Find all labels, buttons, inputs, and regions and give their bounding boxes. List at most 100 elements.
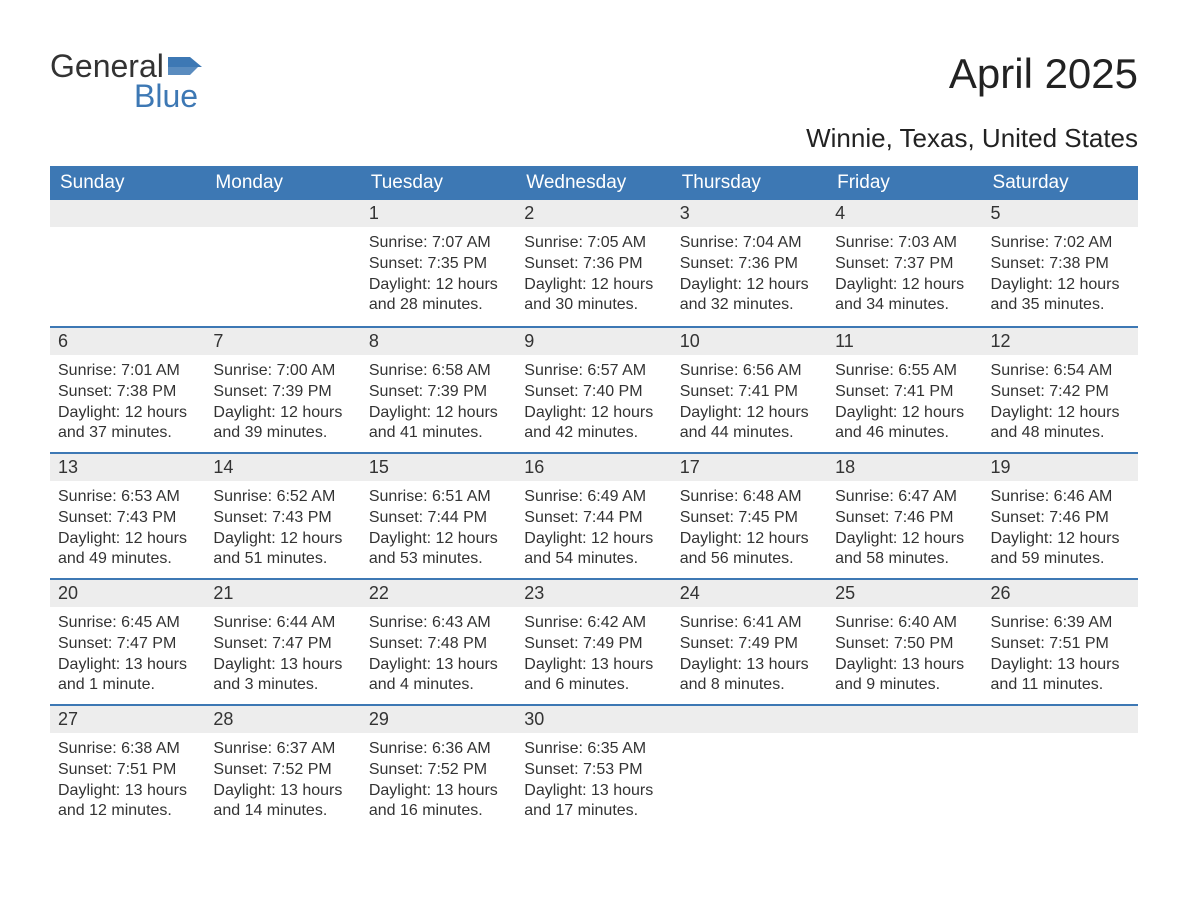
daylight-text: Daylight: 13 hours and 16 minutes.: [369, 781, 508, 823]
sunset-text: Sunset: 7:51 PM: [58, 760, 197, 781]
daylight-text: Daylight: 12 hours and 34 minutes.: [835, 275, 974, 317]
calendar-body: 1Sunrise: 7:07 AMSunset: 7:35 PMDaylight…: [50, 200, 1138, 830]
sunset-text: Sunset: 7:45 PM: [680, 508, 819, 529]
day-number: 11: [827, 326, 982, 355]
sunrise-text: Sunrise: 6:55 AM: [835, 361, 974, 382]
sunset-text: Sunset: 7:48 PM: [369, 634, 508, 655]
calendar-cell: 25Sunrise: 6:40 AMSunset: 7:50 PMDayligh…: [827, 578, 982, 704]
calendar-cell: 8 Sunrise: 6:58 AMSunset: 7:39 PMDaylight…: [361, 326, 516, 452]
sunrise-text: Sunrise: 6:58 AM: [369, 361, 508, 382]
daylight-text: Daylight: 13 hours and 17 minutes.: [524, 781, 663, 823]
sunset-text: Sunset: 7:39 PM: [369, 382, 508, 403]
calendar-cell: [672, 704, 827, 830]
day-details: Sunrise: 6:38 AMSunset: 7:51 PMDaylight:…: [50, 733, 205, 826]
daylight-text: Daylight: 12 hours and 53 minutes.: [369, 529, 508, 571]
sunrise-text: Sunrise: 6:38 AM: [58, 739, 197, 760]
day-details: Sunrise: 7:03 AMSunset: 7:37 PMDaylight:…: [827, 227, 982, 320]
daylight-text: Daylight: 12 hours and 58 minutes.: [835, 529, 974, 571]
day-number: 29: [361, 704, 516, 733]
day-details: Sunrise: 7:01 AMSunset: 7:38 PMDaylight:…: [50, 355, 205, 448]
day-number: [827, 704, 982, 733]
day-number: 22: [361, 578, 516, 607]
daylight-text: Daylight: 13 hours and 11 minutes.: [991, 655, 1130, 697]
sunrise-text: Sunrise: 6:41 AM: [680, 613, 819, 634]
day-number: 10: [672, 326, 827, 355]
sunset-text: Sunset: 7:51 PM: [991, 634, 1130, 655]
day-number: 19: [983, 452, 1138, 481]
day-details: Sunrise: 7:00 AMSunset: 7:39 PMDaylight:…: [205, 355, 360, 448]
sunrise-text: Sunrise: 6:57 AM: [524, 361, 663, 382]
day-number: 28: [205, 704, 360, 733]
sunrise-text: Sunrise: 6:46 AM: [991, 487, 1130, 508]
sunrise-text: Sunrise: 7:04 AM: [680, 233, 819, 254]
daylight-text: Daylight: 12 hours and 59 minutes.: [991, 529, 1130, 571]
day-header: Tuesday: [361, 166, 516, 200]
day-details: Sunrise: 6:45 AMSunset: 7:47 PMDaylight:…: [50, 607, 205, 700]
daylight-text: Daylight: 12 hours and 46 minutes.: [835, 403, 974, 445]
daylight-text: Daylight: 13 hours and 12 minutes.: [58, 781, 197, 823]
day-number: 4: [827, 200, 982, 227]
day-number: 8: [361, 326, 516, 355]
calendar-cell: 11Sunrise: 6:55 AMSunset: 7:41 PMDayligh…: [827, 326, 982, 452]
calendar-cell: 1Sunrise: 7:07 AMSunset: 7:35 PMDaylight…: [361, 200, 516, 326]
calendar-cell: [983, 704, 1138, 830]
day-number: 5: [983, 200, 1138, 227]
day-number: [983, 704, 1138, 733]
day-number: [672, 704, 827, 733]
sunset-text: Sunset: 7:49 PM: [524, 634, 663, 655]
calendar-cell: 12Sunrise: 6:54 AMSunset: 7:42 PMDayligh…: [983, 326, 1138, 452]
logo: General Blue: [50, 50, 202, 115]
day-number: 18: [827, 452, 982, 481]
day-details: Sunrise: 6:35 AMSunset: 7:53 PMDaylight:…: [516, 733, 671, 826]
day-details: Sunrise: 6:36 AMSunset: 7:52 PMDaylight:…: [361, 733, 516, 826]
calendar-cell: 20Sunrise: 6:45 AMSunset: 7:47 PMDayligh…: [50, 578, 205, 704]
daylight-text: Daylight: 12 hours and 49 minutes.: [58, 529, 197, 571]
daylight-text: Daylight: 12 hours and 44 minutes.: [680, 403, 819, 445]
calendar-cell: 24Sunrise: 6:41 AMSunset: 7:49 PMDayligh…: [672, 578, 827, 704]
daylight-text: Daylight: 12 hours and 32 minutes.: [680, 275, 819, 317]
day-number: 7: [205, 326, 360, 355]
day-header: Wednesday: [516, 166, 671, 200]
daylight-text: Daylight: 13 hours and 14 minutes.: [213, 781, 352, 823]
sunset-text: Sunset: 7:46 PM: [835, 508, 974, 529]
day-details: Sunrise: 6:39 AMSunset: 7:51 PMDaylight:…: [983, 607, 1138, 700]
calendar-cell: [827, 704, 982, 830]
calendar-cell: 9Sunrise: 6:57 AMSunset: 7:40 PMDaylight…: [516, 326, 671, 452]
title-block: April 2025: [949, 50, 1138, 98]
day-details: Sunrise: 6:43 AMSunset: 7:48 PMDaylight:…: [361, 607, 516, 700]
day-details: Sunrise: 6:57 AMSunset: 7:40 PMDaylight:…: [516, 355, 671, 448]
calendar-cell: 5Sunrise: 7:02 AMSunset: 7:38 PMDaylight…: [983, 200, 1138, 326]
day-number: 14: [205, 452, 360, 481]
sunset-text: Sunset: 7:47 PM: [213, 634, 352, 655]
day-number: 15: [361, 452, 516, 481]
day-number: 16: [516, 452, 671, 481]
sunrise-text: Sunrise: 6:45 AM: [58, 613, 197, 634]
sunrise-text: Sunrise: 6:54 AM: [991, 361, 1130, 382]
sunrise-text: Sunrise: 6:47 AM: [835, 487, 974, 508]
calendar-cell: 21Sunrise: 6:44 AMSunset: 7:47 PMDayligh…: [205, 578, 360, 704]
day-details: Sunrise: 7:05 AMSunset: 7:36 PMDaylight:…: [516, 227, 671, 320]
calendar-cell: 2Sunrise: 7:05 AMSunset: 7:36 PMDaylight…: [516, 200, 671, 326]
calendar-cell: 17Sunrise: 6:48 AMSunset: 7:45 PMDayligh…: [672, 452, 827, 578]
day-details: Sunrise: 6:52 AMSunset: 7:43 PMDaylight:…: [205, 481, 360, 574]
day-details: Sunrise: 6:51 AMSunset: 7:44 PMDaylight:…: [361, 481, 516, 574]
daylight-text: Daylight: 13 hours and 3 minutes.: [213, 655, 352, 697]
calendar-cell: 3Sunrise: 7:04 AMSunset: 7:36 PMDaylight…: [672, 200, 827, 326]
month-title: April 2025: [949, 50, 1138, 98]
daylight-text: Daylight: 13 hours and 8 minutes.: [680, 655, 819, 697]
calendar-cell: 26Sunrise: 6:39 AMSunset: 7:51 PMDayligh…: [983, 578, 1138, 704]
day-details: Sunrise: 6:46 AMSunset: 7:46 PMDaylight:…: [983, 481, 1138, 574]
daylight-text: Daylight: 12 hours and 41 minutes.: [369, 403, 508, 445]
day-header: Sunday: [50, 166, 205, 200]
day-header: Saturday: [983, 166, 1138, 200]
day-number: 6: [50, 326, 205, 355]
day-header: Friday: [827, 166, 982, 200]
calendar-cell: 4Sunrise: 7:03 AMSunset: 7:37 PMDaylight…: [827, 200, 982, 326]
day-number: 12: [983, 326, 1138, 355]
day-details: Sunrise: 6:41 AMSunset: 7:49 PMDaylight:…: [672, 607, 827, 700]
calendar-cell: 15Sunrise: 6:51 AMSunset: 7:44 PMDayligh…: [361, 452, 516, 578]
calendar-cell: 14Sunrise: 6:52 AMSunset: 7:43 PMDayligh…: [205, 452, 360, 578]
day-number: 23: [516, 578, 671, 607]
sunset-text: Sunset: 7:52 PM: [369, 760, 508, 781]
sunrise-text: Sunrise: 6:40 AM: [835, 613, 974, 634]
